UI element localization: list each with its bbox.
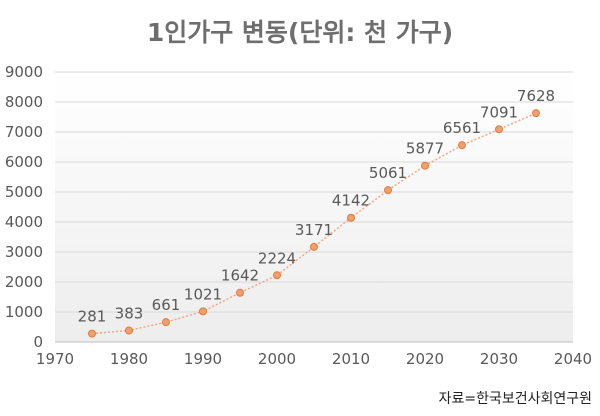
y-tick-label: 1000	[5, 303, 43, 321]
plot-area	[55, 72, 573, 342]
data-point	[162, 318, 170, 327]
x-tick-label: 2040	[554, 350, 592, 368]
source-note: 자료=한국보건사회연구원	[439, 391, 592, 407]
y-tick-label: 5000	[5, 183, 43, 201]
y-tick-label: 7000	[5, 123, 43, 141]
data-point	[88, 329, 96, 338]
data-label: 7628	[517, 87, 555, 105]
data-point	[384, 186, 392, 195]
data-label: 4142	[332, 192, 370, 210]
x-tick-label: 2020	[406, 350, 444, 368]
y-tick-label: 8000	[5, 93, 43, 111]
data-point	[458, 141, 466, 150]
data-label: 5061	[369, 164, 407, 182]
data-label: 3171	[295, 221, 333, 239]
y-tick-label: 4000	[5, 213, 43, 231]
y-tick-label: 9000	[5, 63, 43, 81]
data-label: 383	[115, 305, 144, 323]
data-label: 6561	[443, 119, 481, 137]
data-point	[273, 271, 281, 280]
x-tick-label: 2010	[332, 350, 370, 368]
y-tick-label: 0	[33, 333, 43, 351]
x-tick-label: 2030	[480, 350, 518, 368]
data-point	[532, 109, 540, 118]
data-point	[310, 242, 318, 251]
data-label: 281	[78, 308, 107, 326]
data-label: 1642	[221, 267, 259, 285]
data-label: 2224	[258, 249, 296, 267]
data-label: 661	[152, 296, 181, 314]
x-tick-label: 1970	[36, 350, 74, 368]
x-tick-label: 1990	[184, 350, 222, 368]
axes: 0 1000 2000 3000 4000 5000 6000 7000 8000 9000 197…	[5, 63, 592, 368]
x-tick-label: 1980	[110, 350, 148, 368]
y-tick-label: 3000	[5, 243, 43, 261]
data-label: 7091	[480, 103, 518, 121]
data-point	[495, 125, 503, 134]
y-tick-label: 2000	[5, 273, 43, 291]
data-point	[125, 326, 133, 335]
data-label: 5877	[406, 140, 444, 158]
series	[88, 109, 540, 338]
data-point	[421, 161, 429, 170]
data-point	[199, 307, 207, 316]
gridlines	[55, 71, 573, 343]
chart-title: 1인가구 변동(단위: 천 가구)	[147, 18, 453, 47]
y-tick-label: 6000	[5, 153, 43, 171]
x-tick-label: 2000	[258, 350, 296, 368]
data-point	[236, 288, 244, 297]
data-point	[347, 213, 355, 222]
data-label: 1021	[184, 285, 222, 303]
